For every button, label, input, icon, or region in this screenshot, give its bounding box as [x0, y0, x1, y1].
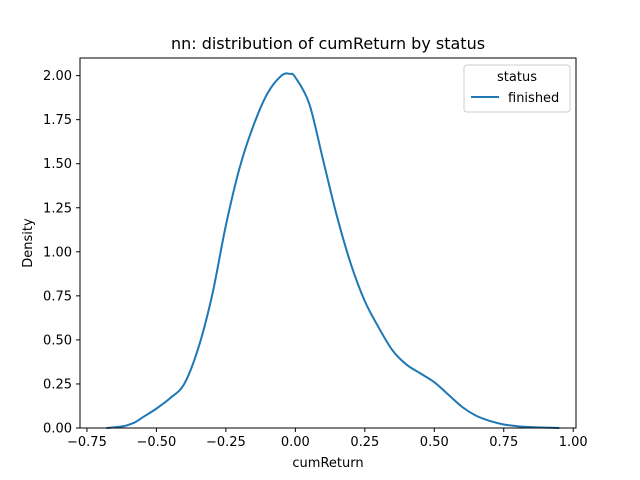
y-tick-label: 1.25 — [43, 201, 72, 216]
y-axis-label: Density — [21, 218, 36, 268]
y-tick-label: 1.75 — [43, 113, 72, 128]
y-tick-label: 0.00 — [43, 422, 72, 437]
legend-title: status — [497, 70, 537, 85]
axes-frame — [80, 58, 576, 428]
plot-area — [106, 73, 559, 428]
x-tick-label: 0.75 — [489, 435, 518, 450]
chart-title: nn: distribution of cumReturn by status — [171, 34, 485, 53]
x-tick-label: 0.00 — [281, 435, 310, 450]
y-tick-label: 1.00 — [43, 245, 72, 260]
y-tick-label: 2.00 — [43, 69, 72, 84]
y-axis-ticks: 0.00 0.25 0.50 0.75 1.00 1.25 1.50 1.75 2.00 — [43, 69, 80, 436]
x-tick-label: −0.75 — [67, 435, 107, 450]
x-tick-label: 0.25 — [350, 435, 379, 450]
x-tick-label: −0.25 — [206, 435, 246, 450]
x-axis-label: cumReturn — [292, 456, 363, 471]
legend-label-finished: finished — [508, 91, 559, 106]
y-tick-label: 0.50 — [43, 333, 72, 348]
x-tick-label: 0.50 — [420, 435, 449, 450]
legend: status finished — [464, 65, 570, 112]
x-tick-label: −0.50 — [136, 435, 176, 450]
y-tick-label: 0.25 — [43, 377, 72, 392]
series-line-finished — [106, 73, 559, 428]
x-tick-label: 1.00 — [559, 435, 588, 450]
y-tick-label: 0.75 — [43, 289, 72, 304]
y-tick-label: 1.50 — [43, 157, 72, 172]
x-axis-ticks: −0.75 −0.50 −0.25 0.00 0.25 0.50 0.75 1.00 — [67, 428, 588, 450]
